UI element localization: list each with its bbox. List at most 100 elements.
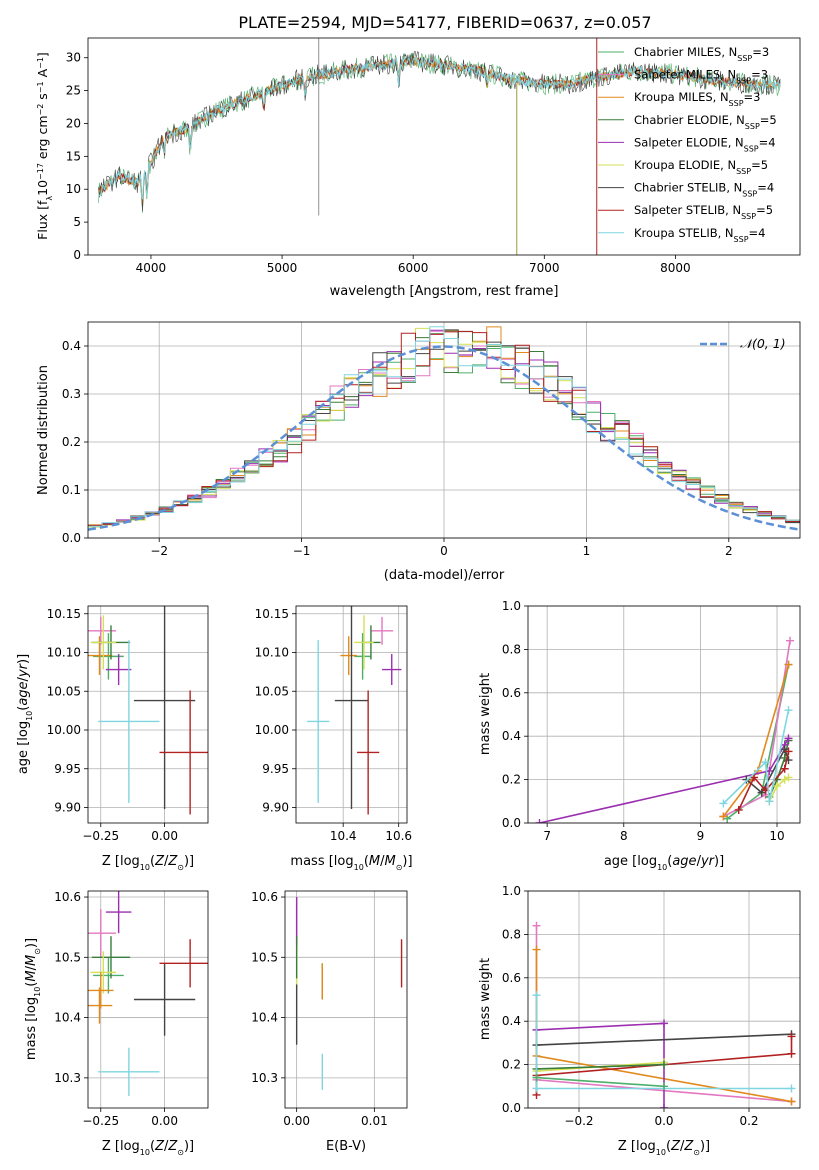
series-marker bbox=[780, 764, 789, 773]
x-tick-label: 4000 bbox=[136, 261, 167, 275]
y-tick-label: 15 bbox=[66, 149, 81, 163]
series-marker bbox=[784, 773, 793, 782]
y-tick-label: 0.1 bbox=[62, 483, 81, 497]
y-tick-label: 9.90 bbox=[262, 801, 289, 815]
y-axis-label: Normed distribution bbox=[36, 365, 51, 495]
y-tick-label: 0.0 bbox=[502, 816, 521, 830]
y-axis-label: Flux [fλ10−17 erg cm−2 s−1 A−1] bbox=[35, 52, 54, 240]
panel-massweight_vs_Z: −0.2 0.0 0.2 0.0 0.2 0.4 0.6 0.8 1.0 Z [log10(Z/Z… bbox=[478, 884, 801, 1157]
y-tick-label: 10.15 bbox=[47, 607, 81, 621]
series-line-chabrier-stelib bbox=[745, 747, 790, 794]
legend-entry: Salpeter MILES, NSSP=3 bbox=[634, 68, 768, 86]
legend-entry: Kroupa MILES, NSSP=3 bbox=[634, 90, 760, 108]
series-marker bbox=[660, 1104, 668, 1108]
y-tick-label: 1.0 bbox=[502, 884, 521, 898]
series-marker bbox=[787, 1084, 796, 1093]
y-axis-label: age [log10(age/yr)] bbox=[16, 654, 34, 774]
x-tick-label: 0.0 bbox=[654, 1114, 673, 1128]
y-tick-label: 0.0 bbox=[62, 531, 81, 545]
axes-frame bbox=[527, 605, 801, 824]
x-axis-label: Z [log10(Z/Z⊙)] bbox=[618, 1139, 710, 1157]
x-tick-label: −0.25 bbox=[82, 1114, 119, 1128]
spectrum-line-chabrier-stelib bbox=[98, 51, 781, 212]
series-marker bbox=[786, 636, 795, 645]
axes-frame bbox=[87, 37, 801, 256]
y-tick-label: 0.3 bbox=[62, 387, 81, 401]
panel-mass_vs_EBV: 0.00 0.01 10.3 10.4 10.5 10.6 E(B-V) bbox=[251, 890, 408, 1154]
series-marker bbox=[532, 991, 541, 1000]
y-tick-label: 0.4 bbox=[62, 339, 81, 353]
axes-frame bbox=[87, 605, 209, 824]
panel-massweight_vs_age: 7 8 9 10 0.0 0.2 0.4 0.6 0.8 1.0 age [log10(age/yr… bbox=[478, 599, 801, 872]
axes-frame bbox=[87, 890, 209, 1109]
y-axis-label: mass weight bbox=[478, 958, 493, 1040]
panel-age_vs_mass: 10.4 10.6 9.90 9.95 10.00 10.05 10.10 10.15 mass… bbox=[255, 605, 413, 872]
y-tick-label: 0.0 bbox=[502, 1101, 521, 1115]
plot-area bbox=[88, 326, 800, 531]
y-tick-label: 10.4 bbox=[54, 1011, 81, 1025]
series-line-kroupa-stelib bbox=[722, 710, 790, 805]
series-marker bbox=[773, 782, 782, 791]
x-tick-label: 2 bbox=[725, 544, 733, 558]
series-marker bbox=[765, 797, 774, 806]
y-tick-label: 0.2 bbox=[502, 1058, 521, 1072]
x-tick-label: −2 bbox=[150, 544, 168, 558]
histogram-chabrier-stelib bbox=[88, 329, 800, 526]
x-axis-label: Z [log10(Z/Z⊙)] bbox=[102, 1139, 194, 1157]
x-tick-label: 0.00 bbox=[151, 829, 178, 843]
y-tick-label: 0.8 bbox=[502, 927, 521, 941]
y-tick-label: 5 bbox=[73, 215, 81, 229]
series-line-salpeter-elodie bbox=[539, 737, 790, 823]
y-tick-label: 20 bbox=[66, 116, 81, 130]
plot-area bbox=[535, 636, 795, 823]
spectrum-line-kroupa-stelib bbox=[98, 55, 781, 200]
y-axis-label: mass weight bbox=[478, 673, 493, 755]
series-marker bbox=[750, 773, 759, 782]
x-tick-label: 10.6 bbox=[385, 829, 412, 843]
series-marker bbox=[532, 921, 541, 930]
x-axis-label: mass [log10(M/M⊙)] bbox=[290, 854, 412, 872]
series-marker bbox=[535, 819, 544, 823]
series-marker bbox=[734, 805, 743, 814]
x-axis-label: wavelength [Angstrom, rest frame] bbox=[330, 284, 559, 299]
series-marker bbox=[787, 1097, 796, 1106]
y-tick-label: 10.4 bbox=[251, 1011, 278, 1025]
series-marker bbox=[742, 775, 751, 784]
x-tick-label: 0.2 bbox=[739, 1114, 758, 1128]
histogram-kroupa-elodie bbox=[88, 327, 800, 528]
y-tick-label: 10.00 bbox=[47, 723, 81, 737]
y-tick-label: 0.4 bbox=[502, 729, 521, 743]
x-tick-label: 9 bbox=[697, 829, 705, 843]
x-tick-label: 0.01 bbox=[361, 1114, 388, 1128]
y-tick-label: 10.10 bbox=[255, 646, 289, 660]
series-marker bbox=[660, 1060, 668, 1069]
series-marker bbox=[784, 747, 793, 756]
axes-frame bbox=[295, 605, 408, 824]
series-line-chabrier-elodie bbox=[536, 1063, 665, 1070]
series-line-kroupa-elodie bbox=[768, 776, 789, 802]
y-tick-label: 10.5 bbox=[251, 950, 278, 964]
y-tick-label: 10.6 bbox=[54, 890, 81, 904]
series-marker bbox=[784, 734, 793, 743]
x-tick-label: 0.00 bbox=[283, 1114, 310, 1128]
legend-entry: Chabrier MILES, NSSP=3 bbox=[634, 45, 769, 63]
plot-area bbox=[307, 606, 402, 815]
y-tick-label: 0.2 bbox=[502, 773, 521, 787]
axes-frame bbox=[284, 890, 408, 1109]
series-marker bbox=[787, 1049, 796, 1058]
gaussian-curve bbox=[88, 345, 800, 531]
y-tick-label: 0.6 bbox=[502, 971, 521, 985]
x-tick-label: 8000 bbox=[660, 261, 691, 275]
y-axis-label: mass [log10(M/M⊙)] bbox=[24, 938, 42, 1060]
legend-entry: Salpeter ELODIE, NSSP=4 bbox=[634, 135, 776, 153]
y-tick-label: 0.8 bbox=[502, 642, 521, 656]
plot-area bbox=[98, 38, 781, 255]
series-line-salpeter-miles bbox=[723, 640, 791, 818]
y-tick-label: 10.00 bbox=[255, 723, 289, 737]
series-marker bbox=[532, 1084, 541, 1093]
y-tick-label: 0.6 bbox=[502, 686, 521, 700]
x-axis-label: Z [log10(Z/Z⊙)] bbox=[102, 854, 194, 872]
x-tick-label: 10 bbox=[769, 829, 784, 843]
legend-entry: 𝒩(0, 1) bbox=[740, 336, 786, 351]
panel-mass_vs_Z: −0.25 0.00 10.3 10.4 10.5 10.6 Z [log10(Z/Z⊙)]… bbox=[24, 890, 209, 1157]
